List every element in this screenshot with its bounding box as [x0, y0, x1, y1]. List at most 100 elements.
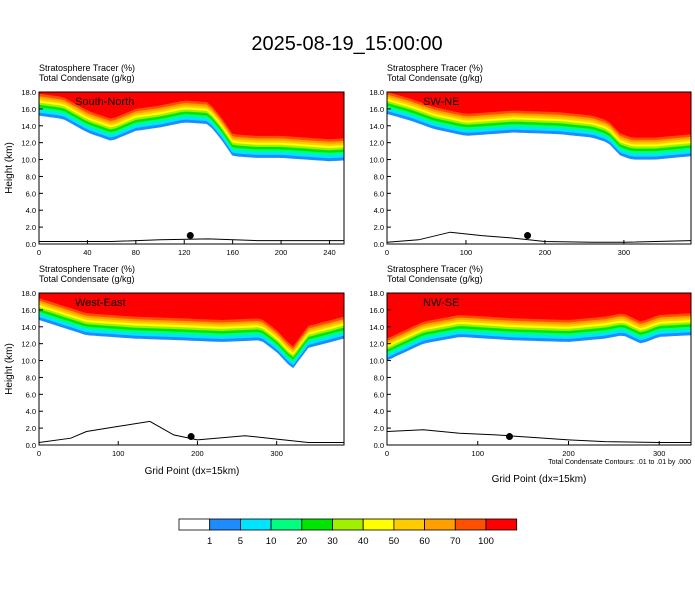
y-tick-label: 18.0: [369, 289, 384, 298]
plot-frame: [386, 91, 692, 245]
x-tick-label: 200: [275, 248, 288, 257]
colorbar-label: 10: [266, 536, 277, 547]
y-tick-label: 10.0: [21, 357, 36, 366]
colorbar-swatch: [424, 518, 456, 531]
location-marker: [524, 232, 532, 240]
panel-name: West-East: [75, 297, 126, 309]
colorbar-swatch: [178, 518, 211, 531]
panel-south-north: South-North Stratosphere Tracer (%)Total …: [4, 63, 345, 257]
y-tick-label: 4.0: [374, 407, 384, 416]
x-tick-label: 300: [270, 449, 283, 458]
x-tick-label: 0: [385, 449, 389, 458]
y-tick-label: 8.0: [374, 172, 384, 181]
y-tick-label: 0.0: [26, 240, 36, 249]
colorbar-label: 1: [207, 536, 212, 547]
label-total-condensate: Total Condensate (g/kg): [387, 274, 483, 284]
tracer-band-100: [387, 92, 691, 138]
label-total-condensate: Total Condensate (g/kg): [39, 73, 135, 83]
colorbar-label: 5: [238, 536, 243, 547]
y-tick-label: 12.0: [369, 340, 384, 349]
tracer-field: [39, 293, 344, 443]
label-stratosphere-tracer: Stratosphere Tracer (%): [39, 63, 135, 73]
figure-title: 2025-08-19_15:00:00: [251, 33, 442, 55]
colorbar-swatch: [301, 518, 333, 531]
y-tick-label: 10.0: [369, 156, 384, 165]
x-tick-label: 0: [37, 248, 41, 257]
plot-frame: [386, 292, 692, 446]
terrain-line: [39, 238, 344, 242]
x-tick-label: 200: [562, 449, 575, 458]
y-tick-label: 0.0: [26, 441, 36, 450]
tracer-band-100: [39, 92, 344, 140]
y-tick-label: 10.0: [21, 156, 36, 165]
y-tick-label: 6.0: [26, 390, 36, 399]
label-total-condensate: Total Condensate (g/kg): [39, 274, 135, 284]
y-tick-label: 6.0: [374, 390, 384, 399]
x-tick-label: 240: [323, 248, 336, 257]
y-tick-label: 12.0: [369, 139, 384, 148]
x-tick-label: 120: [178, 248, 191, 257]
x-tick-label: 40: [83, 248, 91, 257]
y-axis-title: Height (km): [4, 343, 15, 395]
colorbar-label: 40: [358, 536, 369, 547]
plot-frame: [38, 292, 345, 446]
terrain-line: [39, 420, 344, 443]
x-tick-label: 0: [385, 248, 389, 257]
y-tick-label: 4.0: [26, 206, 36, 215]
y-tick-label: 12.0: [21, 139, 36, 148]
panel-west-east: West-East Stratosphere Tracer (%)Total Co…: [4, 264, 345, 458]
x-axis-title-left: Grid Point (dx=15km): [145, 466, 240, 477]
panel-nw-se: NW-SE Stratosphere Tracer (%)Total Conden…: [369, 264, 692, 458]
colorbar-swatch: [454, 518, 487, 531]
y-tick-label: 0.0: [374, 240, 384, 249]
y-tick-label: 8.0: [374, 373, 384, 382]
tracer-band-100: [387, 293, 691, 339]
colorbar-label: 20: [297, 536, 308, 547]
y-tick-label: 2.0: [374, 223, 384, 232]
y-tick-label: 16.0: [21, 306, 36, 315]
y-tick-label: 6.0: [374, 189, 384, 198]
y-tick-label: 4.0: [374, 206, 384, 215]
colorbar: 1 5 10 20 30 40 50 60 70 100: [178, 518, 518, 547]
y-tick-label: 6.0: [26, 189, 36, 198]
x-tick-label: 300: [618, 248, 631, 257]
y-tick-label: 18.0: [369, 88, 384, 97]
tracer-band-100: [39, 293, 344, 347]
y-tick-label: 8.0: [26, 373, 36, 382]
x-tick-label: 0: [37, 449, 41, 458]
y-tick-label: 4.0: [26, 407, 36, 416]
location-marker: [186, 232, 194, 240]
colorbar-label: 50: [389, 536, 400, 547]
y-tick-label: 14.0: [21, 323, 36, 332]
colorbar-label: 70: [450, 536, 461, 547]
y-tick-label: 10.0: [369, 357, 384, 366]
label-total-condensate: Total Condensate (g/kg): [387, 73, 483, 83]
y-tick-label: 8.0: [26, 172, 36, 181]
y-tick-label: 16.0: [21, 105, 36, 114]
x-tick-label: 100: [460, 248, 473, 257]
y-tick-label: 14.0: [369, 323, 384, 332]
colorbar-swatch: [209, 518, 241, 531]
y-tick-label: 18.0: [21, 289, 36, 298]
colorbar-label: 100: [478, 536, 494, 547]
terrain-line: [387, 231, 691, 243]
location-marker: [187, 433, 195, 441]
y-axis-title: Height (km): [4, 142, 15, 194]
colorbar-swatch: [393, 518, 425, 531]
x-tick-label: 200: [191, 449, 204, 458]
x-tick-label: 100: [112, 449, 125, 458]
y-tick-label: 14.0: [369, 122, 384, 131]
colorbar-swatch: [485, 518, 518, 531]
panel-name: SW-NE: [423, 96, 459, 108]
panel-name: South-North: [75, 96, 134, 108]
y-tick-label: 12.0: [21, 340, 36, 349]
colorbar-swatch: [362, 518, 395, 531]
label-stratosphere-tracer: Stratosphere Tracer (%): [387, 264, 483, 274]
label-stratosphere-tracer: Stratosphere Tracer (%): [387, 63, 483, 73]
y-tick-label: 2.0: [26, 424, 36, 433]
y-tick-label: 0.0: [374, 441, 384, 450]
x-tick-label: 100: [471, 449, 484, 458]
plot-frame: [38, 91, 345, 245]
